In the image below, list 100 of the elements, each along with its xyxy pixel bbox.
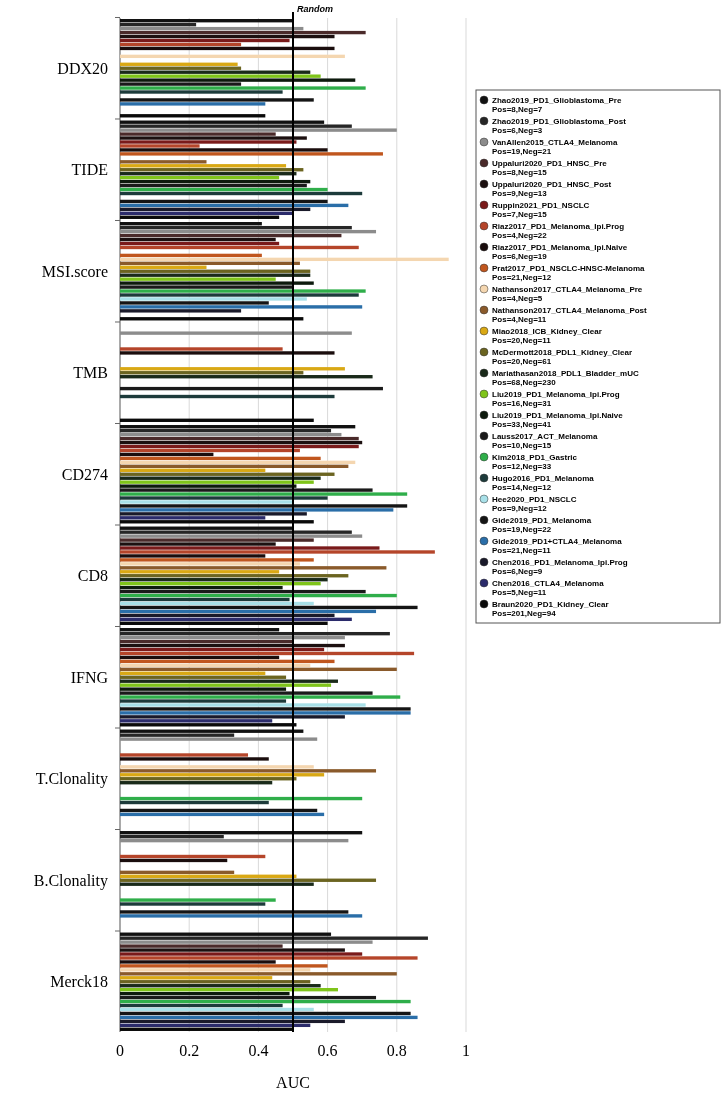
- legend-label: VanAllen2015_CTLA4_Melanoma Pos=19,Neg=21: [492, 138, 618, 156]
- bar: [120, 140, 297, 144]
- y-tick-label: CD274: [61, 465, 108, 483]
- bar: [120, 910, 349, 914]
- x-axis-title: AUC: [276, 1074, 310, 1091]
- bar: [120, 480, 314, 484]
- bar: [120, 82, 242, 86]
- bar: [120, 699, 287, 703]
- bar: [120, 160, 207, 164]
- bar: [120, 558, 314, 562]
- ref-line-label: Random: [297, 4, 333, 14]
- bar: [120, 972, 397, 976]
- legend-label: Lauss2017_ACT_Melanoma Pos=10,Neg=15: [492, 432, 598, 450]
- bar: [120, 737, 318, 741]
- bar: [120, 765, 314, 769]
- bar: [120, 550, 435, 554]
- x-tick-label: 0: [116, 1042, 124, 1059]
- legend-label: Hugo2016_PD1_Melanoma Pos=14,Neg=12: [492, 474, 595, 492]
- legend-label: Ruppin2021_PD1_NSCLC Pos=7,Neg=15: [492, 201, 590, 219]
- bar: [120, 148, 328, 152]
- bar: [120, 757, 269, 761]
- bar: [120, 956, 418, 960]
- bar: [120, 733, 235, 737]
- x-tick-label: 1: [462, 1042, 470, 1059]
- bar: [120, 695, 401, 699]
- bar: [120, 289, 366, 293]
- legend-label: Liu2019_PD1_Melanoma_Ipi.Prog Pos=16,Neg=31: [492, 390, 620, 408]
- bar: [120, 297, 307, 301]
- legend-label: Riaz2017_PD1_Melanoma_Ipi.Naive Pos=6,Neg=19: [492, 243, 628, 261]
- bar: [120, 496, 328, 500]
- y-tick-label: B.Clonality: [33, 871, 108, 890]
- x-tick-label: 0.6: [317, 1042, 338, 1059]
- y-tick-label: MSI.score: [41, 262, 108, 280]
- bar: [120, 936, 428, 940]
- legend-label: Hee2020_PD1_NSCLC Pos=9,Neg=12: [492, 495, 577, 513]
- bar: [120, 492, 408, 496]
- legend-label: Chen2016_PD1_Melanoma_Ipi.Prog Pos=6,Neg=9: [492, 558, 628, 576]
- legend-label: Riaz2017_PD1_Melanoma_Ipi.Prog Pos=4,Neg=22: [492, 222, 625, 240]
- legend-label: Prat2017_PD1_NSCLC-HNSC-Melanoma Pos=21,Neg=12: [492, 264, 646, 282]
- bar: [120, 914, 363, 918]
- y-tick-label: CD8: [77, 567, 108, 585]
- legend-label: Gide2019_PD1_Melanoma Pos=19,Neg=22: [492, 516, 592, 534]
- x-tick-label: 0.4: [248, 1042, 269, 1059]
- bar: [120, 98, 314, 102]
- bar: [120, 124, 352, 128]
- legend-label: Kim2018_PD1_Gastric Pos=12,Neg=33: [492, 453, 578, 471]
- bar: [120, 964, 328, 968]
- y-tick-label: IFNG: [70, 668, 109, 686]
- y-tick-label: TIDE: [71, 161, 108, 179]
- y-tick-label: TMB: [73, 364, 108, 382]
- x-tick-label: 0.8: [386, 1042, 407, 1059]
- bar: [120, 683, 332, 687]
- bar: [120, 948, 345, 952]
- bar: [120, 488, 373, 492]
- legend-label: Braun2020_PD1_Kidney_Clear Pos=201,Neg=94: [492, 600, 609, 618]
- legend-label: Gide2019_PD1+CTLA4_Melanoma Pos=21,Neg=11: [492, 537, 623, 555]
- legend-label: Miao2018_ICB_Kidney_Clear Pos=20,Neg=11: [492, 327, 602, 345]
- bar: [120, 707, 411, 711]
- bar: [120, 78, 356, 82]
- bar: [120, 309, 242, 313]
- bar: [120, 86, 366, 90]
- bar: [120, 512, 307, 516]
- legend-label: Uppaluri2020_PD1_HNSC_Post Pos=9,Neg=13: [492, 180, 612, 198]
- legend-label: Nathanson2017_CTLA4_Melanoma_Post Pos=4,Neg=11: [492, 306, 648, 324]
- bar: [120, 753, 249, 757]
- bar: [120, 132, 276, 136]
- bar: [120, 968, 311, 972]
- legend-label: Liu2019_PD1_Melanoma_Ipi.Naive Pos=33,Neg=41: [492, 411, 624, 429]
- bar: [120, 74, 321, 78]
- bar: [120, 534, 363, 538]
- bar: [120, 538, 314, 542]
- bar: [120, 90, 283, 94]
- bar: [120, 691, 373, 695]
- bar: [120, 285, 293, 289]
- bar: [120, 331, 352, 335]
- bar: [120, 530, 352, 534]
- legend-label: Uppaluri2020_PD1_HNSC_Pre Pos=8,Neg=15: [492, 159, 608, 177]
- bar: [120, 542, 276, 546]
- bar: [120, 144, 200, 148]
- y-tick-label: Merck18: [50, 973, 108, 991]
- x-tick-label: 0.2: [179, 1042, 200, 1059]
- bar: [120, 504, 408, 508]
- legend-label: Mariathasan2018_PDL1_Bladder_mUC Pos=68,Neg=230: [492, 369, 639, 387]
- bar: [120, 769, 377, 773]
- bar: [120, 265, 207, 269]
- bar: [120, 960, 276, 964]
- bar: [120, 484, 297, 488]
- bar: [120, 952, 363, 956]
- bar: [120, 546, 380, 550]
- bar: [120, 719, 273, 723]
- bar: [120, 562, 300, 566]
- legend-label: Zhao2019_PD1_Glioblastoma_Pre Pos=8,Neg=7: [492, 96, 622, 114]
- bar: [120, 687, 287, 691]
- y-tick-label: T.Clonality: [35, 770, 108, 789]
- bar: [120, 128, 397, 132]
- bar: [120, 703, 366, 707]
- bar: [120, 554, 266, 558]
- bar: [120, 940, 373, 944]
- bar: [120, 277, 276, 281]
- bar: [120, 944, 283, 948]
